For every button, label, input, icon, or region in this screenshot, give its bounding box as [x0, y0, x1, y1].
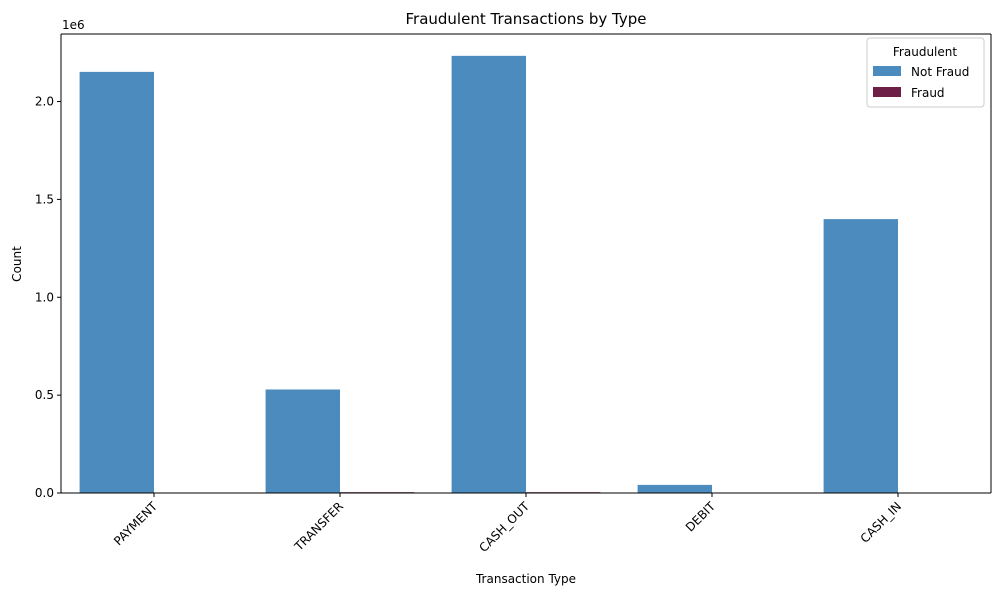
legend-swatch-fraud: [873, 87, 901, 97]
y-tick-label: 1.5: [35, 192, 54, 206]
legend-title: Fraudulent: [893, 45, 957, 59]
bar-not-fraud-payment: [79, 71, 154, 493]
x-axis-label: Transaction Type: [475, 572, 576, 586]
y-axis-label: Count: [10, 246, 24, 282]
x-tick-label: DEBIT: [683, 499, 719, 535]
y-tick-label: 0.0: [35, 486, 54, 500]
y-tick-label: 1.0: [35, 290, 54, 304]
legend-swatch-not-fraud: [873, 66, 901, 76]
y-tick-label: 2.0: [35, 95, 54, 109]
legend-label-not-fraud: Not Fraud: [911, 65, 969, 79]
bar-not-fraud-transfer: [265, 389, 340, 493]
x-tick-label: PAYMENT: [111, 499, 160, 548]
x-tick-label: CASH_IN: [858, 499, 904, 545]
y-tick-label: 0.5: [35, 388, 54, 402]
bar-not-fraud-cash-out: [451, 55, 526, 493]
x-tick-label: CASH_OUT: [476, 499, 532, 555]
bar-not-fraud-cash-in: [823, 219, 898, 493]
y-axis-offset: 1e6: [62, 18, 85, 32]
x-tick-label: TRANSFER: [291, 499, 346, 554]
chart-title: Fraudulent Transactions by Type: [406, 10, 647, 28]
bar-not-fraud-debit: [637, 484, 712, 493]
legend: Fraudulent Not Fraud Fraud: [866, 37, 985, 108]
legend-label-fraud: Fraud: [911, 86, 945, 100]
plot-area: 0.0 0.5 1.0 1.5 2.0 PAYMENT TRANSFER CASH_OUT DE…: [35, 33, 992, 555]
